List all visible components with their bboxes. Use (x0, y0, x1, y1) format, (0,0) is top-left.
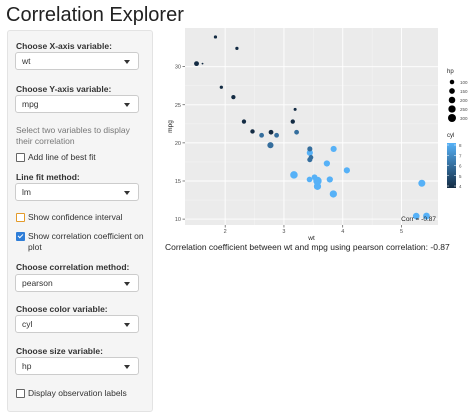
point (323, 160, 330, 167)
select[interactable]: lm (15, 183, 139, 201)
select-value: mpg (22, 99, 39, 109)
legend-size-key (448, 105, 456, 113)
select-value: cyl (22, 319, 33, 329)
point (293, 107, 297, 111)
point (274, 132, 279, 138)
legend-label: 150 (460, 89, 468, 94)
y-axis-title: mpg (167, 120, 174, 133)
checkbox[interactable]: Display observation labels (16, 388, 146, 399)
legend-title: hp (447, 69, 454, 75)
select-value: lm (22, 187, 31, 197)
point (343, 167, 350, 174)
point (231, 95, 236, 100)
checkbox[interactable]: Show confidence interval (16, 212, 146, 223)
x-tick-label: 5 (400, 229, 403, 235)
field-label: Choose correlation method: (16, 262, 130, 272)
point (267, 142, 274, 149)
x-tick-label: 2 (224, 229, 227, 235)
checkbox-box (16, 153, 25, 162)
point (201, 62, 204, 65)
plot-panel (185, 28, 438, 225)
point (259, 132, 265, 138)
select[interactable]: mpg (15, 95, 139, 113)
point (307, 157, 313, 163)
point (306, 176, 313, 183)
field-label: Choose color variable: (16, 304, 108, 314)
select-value: pearson (22, 278, 53, 288)
point (241, 119, 247, 124)
checkbox[interactable]: Show correlation coefficient on plot (16, 231, 146, 253)
point (306, 149, 313, 156)
colorbar (447, 143, 456, 188)
select[interactable]: cyl (15, 315, 139, 333)
correlation-annotation: Corr = -0.87 (401, 216, 436, 223)
y-tick-label: 15 (175, 179, 181, 185)
select[interactable]: wt (15, 52, 139, 70)
checkbox-label: Display observation labels (28, 388, 127, 398)
field-label: Choose Y-axis variable: (16, 84, 112, 94)
caption: Correlation coefficient between wt and m… (165, 242, 450, 252)
field-label: Line fit method: (16, 172, 80, 182)
legend-label: 300 (460, 116, 468, 121)
point (329, 190, 337, 198)
legend-label: 100 (460, 80, 468, 85)
point (250, 129, 255, 134)
checkbox-label: Show confidence interval (28, 212, 123, 222)
select-value: hp (22, 361, 32, 371)
legend-label: 200 (460, 98, 468, 103)
point (423, 212, 430, 220)
checkbox-box (16, 389, 25, 398)
legend-size-key (449, 88, 455, 94)
select-value: wt (22, 56, 31, 66)
point (268, 129, 274, 135)
legend-label: 5 (459, 174, 462, 179)
scatter-plot: 10 15 20 25 30 2 3 4 5 wt mpg Corr = -0.87 hp 100 150 2… (167, 28, 468, 240)
legend-label: 250 (460, 107, 468, 112)
point (412, 212, 420, 220)
y-tick-label: 25 (175, 103, 181, 109)
point (307, 146, 313, 152)
select[interactable]: pearson (15, 274, 139, 292)
field-label: Choose X-axis variable: (16, 41, 112, 51)
point (330, 145, 337, 153)
y-tick-label: 30 (175, 65, 181, 71)
x-axis-title: wt (307, 235, 315, 240)
point (235, 46, 239, 51)
point (194, 61, 199, 67)
app-title: Correlation Explorer (6, 4, 184, 26)
legend-label: 6 (459, 164, 462, 169)
sidebar: Choose X-axis variable: wt Choose Y-axis… (7, 30, 153, 412)
help-text: Select two variables to display their co… (16, 125, 130, 146)
checkbox-box (16, 213, 25, 222)
y-tick-label: 10 (175, 217, 181, 223)
x-tick-label: 3 (282, 229, 285, 235)
select[interactable]: hp (15, 357, 139, 375)
checkbox-box (16, 232, 25, 241)
point (418, 179, 426, 187)
legend-size-key (448, 114, 456, 122)
legend-label: 7 (459, 153, 462, 158)
app: {"header": {"title": "Correlation Explor… (0, 0, 474, 401)
point (219, 85, 223, 89)
point (326, 176, 333, 183)
x-tick-label: 4 (341, 229, 344, 235)
point (213, 35, 218, 39)
checkbox-label: Add line of best fit (28, 152, 96, 162)
legend-title: cyl (447, 133, 454, 139)
legend-label: 4 (459, 184, 462, 189)
legend-size-key (448, 96, 456, 104)
point (290, 171, 298, 179)
legend-size-key (449, 79, 455, 85)
y-tick-label: 20 (175, 141, 181, 147)
legend-label: 8 (459, 143, 462, 148)
point (290, 119, 295, 124)
checkbox-label: Show correlation coefficient on plot (28, 231, 144, 252)
checkbox[interactable]: Add line of best fit (16, 152, 146, 163)
field-label: Choose size variable: (16, 346, 103, 356)
point (313, 176, 322, 186)
point (294, 129, 299, 135)
